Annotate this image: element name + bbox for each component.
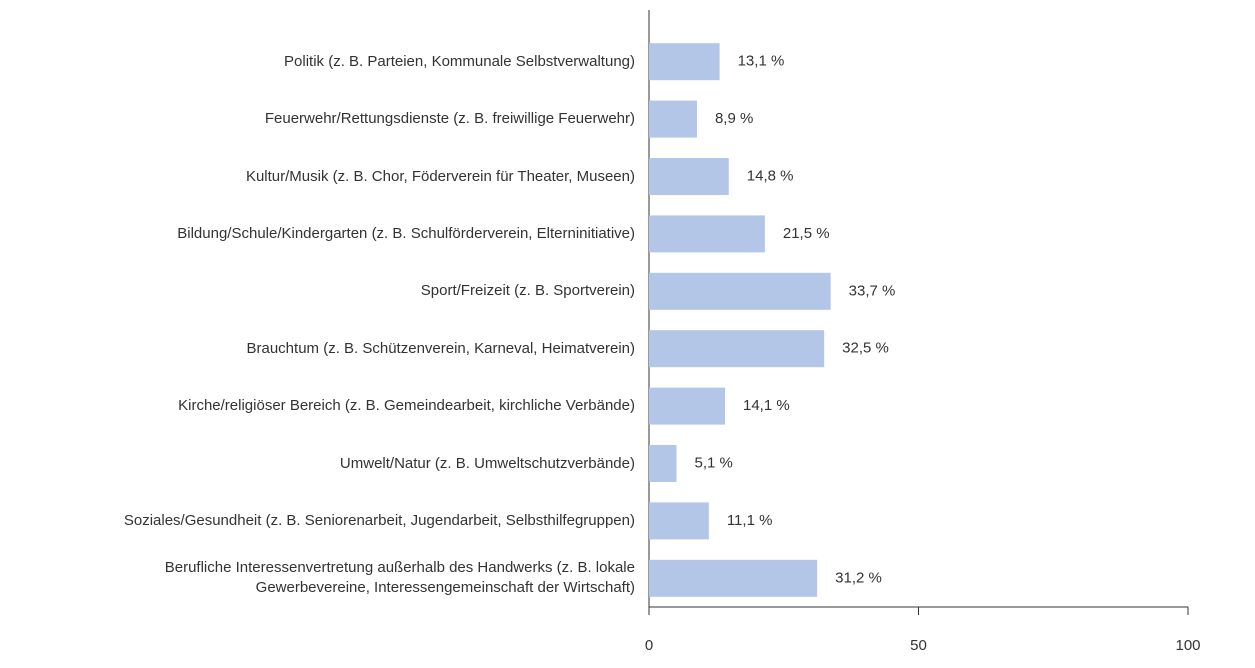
category-label: Soziales/Gesundheit (z. B. Seniorenarbei… [123,511,635,529]
value-label: 32,5 % [842,340,889,357]
value-label: 11,1 % [727,512,773,529]
category-label: Feuerwehr/Rettungsdienste (z. B. freiwil… [264,110,635,128]
bar [649,100,697,138]
category-label: Bildung/Schule/Kindergarten (z. B. Schul… [177,224,635,242]
bar [649,215,765,253]
value-label: 14,1 % [743,397,790,414]
value-label: 13,1 % [738,53,785,70]
value-label: 31,2 % [835,569,882,586]
value-label: 21,5 % [783,225,830,242]
x-tick-label: 100 [1175,637,1200,654]
value-label: 33,7 % [849,282,896,299]
x-tick-label: 50 [910,637,927,654]
category-label: Umwelt/Natur (z. B. Umweltschutzverbände… [339,454,635,472]
bar [649,445,677,482]
bar [649,330,825,368]
category-label: Kirche/religiöser Bereich (z. B. Gemeind… [178,397,635,415]
value-label: 8,9 % [715,110,753,127]
value-label: 14,8 % [747,167,794,184]
category-label: Kultur/Musik (z. B. Chor, Föderverein fü… [245,167,635,185]
bar [649,43,720,81]
x-tick-label: 0 [645,637,653,654]
category-label: Sport/Freizeit (z. B. Sportverein) [420,282,635,300]
bar [649,272,831,310]
bar [649,559,818,597]
category-label: Brauchtum (z. B. Schützenverein, Karneva… [246,339,636,357]
value-label: 5,1 % [694,454,732,471]
bar [649,158,729,195]
category-label: Politik (z. B. Parteien, Kommunale Selbs… [284,52,635,70]
bar [649,387,725,425]
category-label: Berufliche Interessenvertretung außerhal… [164,559,635,597]
bar [649,502,709,540]
